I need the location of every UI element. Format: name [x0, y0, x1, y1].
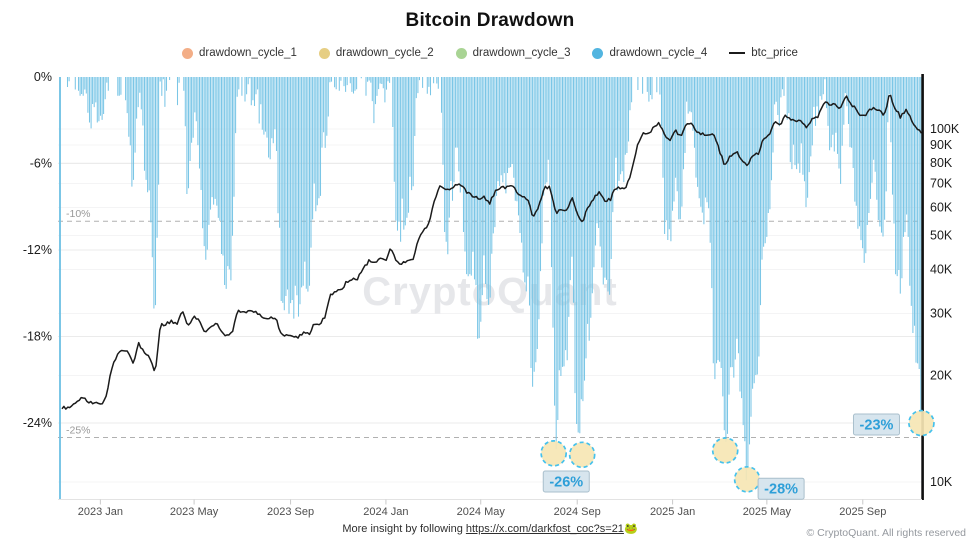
left-tick-label: 0% [34, 70, 52, 84]
legend-item-drawdown_cycle_2[interactable]: drawdown_cycle_2 [318, 47, 434, 59]
drawdown-badge [757, 477, 805, 500]
highlight-circle [908, 409, 935, 437]
legend-label: drawdown_cycle_2 [335, 47, 434, 59]
legend-label: drawdown_cycle_1 [199, 47, 297, 59]
copyright: © CryptoQuant. All rights reserved [806, 527, 966, 539]
right-tick-label: 20K [930, 369, 953, 383]
left-tick-label: -12% [23, 243, 52, 257]
x-tick-label: 2024 Sep [554, 506, 601, 518]
drawdown-badge [542, 470, 590, 493]
legend-item-drawdown_cycle_1[interactable]: drawdown_cycle_1 [182, 47, 297, 59]
x-tick-label: 2024 Jan [363, 506, 408, 518]
footer-text: More insight by following [342, 523, 466, 535]
btc-price-line [61, 94, 922, 410]
drawdown-badge-label: -23% [860, 418, 894, 434]
right-tick-label: 40K [930, 262, 953, 276]
x-tick-label: 2023 May [170, 506, 219, 518]
series-dot-icon [455, 47, 467, 59]
highlight-circle [540, 440, 567, 467]
chart-title: Bitcoin Drawdown [405, 10, 575, 31]
legend-label: btc_price [751, 47, 798, 59]
watermark-logo: CryptoQuant [362, 270, 617, 314]
ref-line-label: -10% [66, 208, 91, 220]
legend: drawdown_cycle_1 drawdown_cycle_2 drawdown… [0, 47, 980, 59]
x-tick-label: 2025 Jan [650, 506, 695, 518]
right-tick-label: 100K [930, 122, 960, 136]
legend-item-drawdown_cycle_3[interactable]: drawdown_cycle_3 [455, 47, 571, 59]
percent-gridlines [58, 163, 922, 424]
highlight-circle [568, 441, 596, 469]
left-tick-label: -24% [23, 416, 52, 430]
right-tick-label: 70K [930, 177, 953, 191]
series-dot-icon [318, 47, 330, 59]
legend-label: drawdown_cycle_3 [472, 47, 571, 59]
legend-item-btc_price[interactable]: btc_price [729, 47, 798, 59]
highlight-circle [733, 465, 761, 493]
right-tick-label: 90K [930, 138, 953, 152]
left-tick-label: -6% [30, 157, 52, 171]
x-axis: 2023 Jan 2023 May 2023 Sep 2024 Jan 2024 May… [78, 499, 886, 518]
series-dot-icon [182, 47, 194, 59]
right-axis: 100K 90K 80K 70K 60K 50K 40K 30K 20K 10K [930, 122, 960, 489]
right-tick-label: 80K [930, 156, 953, 170]
series-dot-icon [592, 47, 604, 59]
right-tick-label: 60K [930, 200, 953, 214]
right-tick-label: 30K [930, 307, 953, 321]
footer-link[interactable]: https://x.com/darkfost_coc?s=21 [465, 523, 624, 535]
footer-note: More insight by following https://x.com/… [0, 522, 980, 535]
price-line-marker-icon [729, 52, 746, 54]
x-tick-label: 2023 Sep [267, 506, 314, 518]
right-tick-label: 50K [930, 228, 953, 242]
x-tick-label: 2025 Sep [839, 506, 886, 518]
frog-emoji: 🐸 [623, 523, 638, 535]
annotations: -26% -28% -23% [540, 409, 935, 500]
left-axis: 0% -6% -12% -18% -24% [23, 70, 52, 430]
drawdown-badge [852, 413, 900, 436]
legend-label: drawdown_cycle_4 [609, 47, 708, 59]
drawdown-badge-label: -28% [764, 482, 798, 498]
left-tick-label: -18% [23, 330, 52, 344]
x-tick-label: 2024 May [457, 506, 506, 518]
drawdown-badge-label: -26% [549, 474, 583, 490]
price-path [61, 94, 922, 410]
highlight-circle [711, 437, 739, 464]
x-tick-label: 2025 May [743, 506, 792, 518]
ref-line-label: -25% [66, 425, 91, 437]
legend-item-drawdown_cycle_4[interactable]: drawdown_cycle_4 [592, 47, 707, 59]
x-tick-label: 2023 Jan [78, 506, 123, 518]
right-tick-label: 10K [930, 475, 953, 489]
